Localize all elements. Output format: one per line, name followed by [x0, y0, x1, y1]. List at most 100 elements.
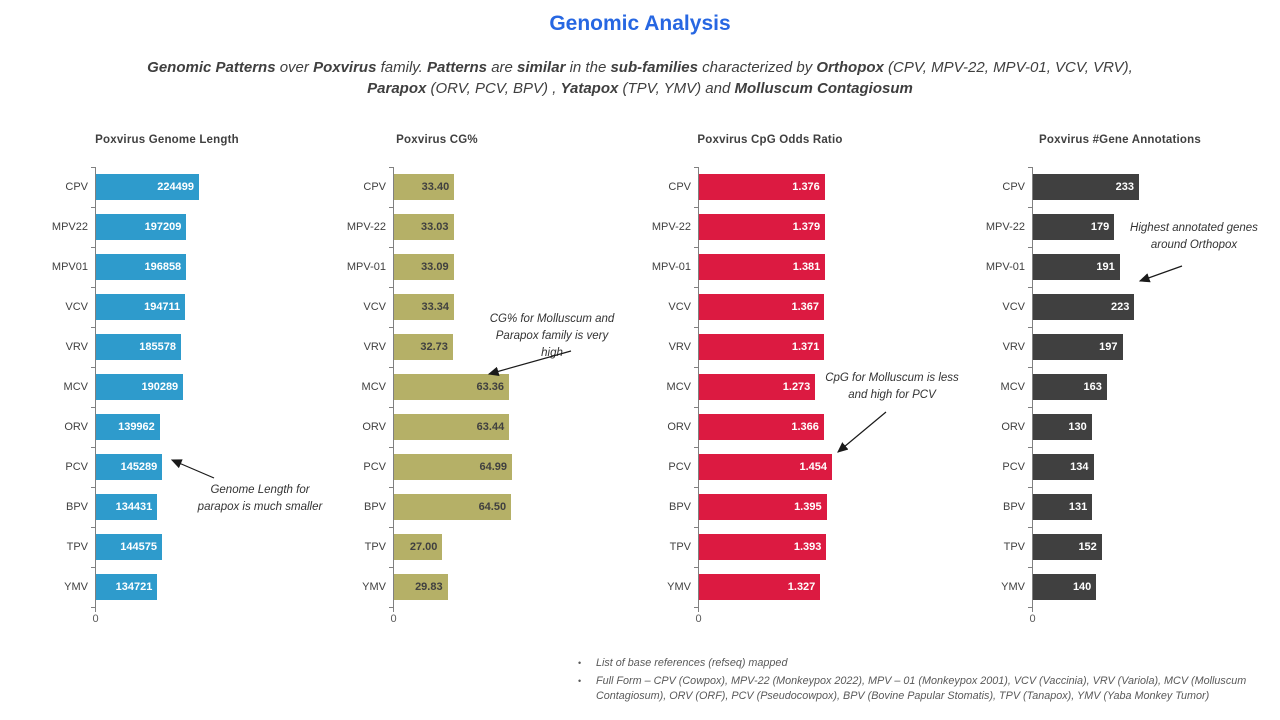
- bar: 223: [1032, 294, 1135, 320]
- chart-row: VCV 1.367: [642, 287, 882, 327]
- subtitle-bold-segment: sub-families: [610, 59, 698, 76]
- subtitle-bold-segment: Orthopox: [816, 59, 884, 76]
- chart-row: VCV 194711: [39, 287, 279, 327]
- chart-row: VCV 223: [976, 287, 1216, 327]
- category-label: TPV: [669, 541, 691, 553]
- category-label: MCV: [63, 381, 88, 393]
- category-label: BPV: [363, 501, 386, 513]
- chart-row: VRV 185578: [39, 327, 279, 367]
- bar-value-label: 190289: [141, 381, 179, 393]
- bar-track: 32.73: [393, 327, 577, 367]
- chart-row: PCV 145289: [39, 447, 279, 487]
- bar: 134: [1032, 454, 1094, 480]
- chart-row: TPV 144575: [39, 527, 279, 567]
- annotation-cg-percent: CG% for Molluscum and Parapox family is …: [489, 313, 615, 359]
- category-label: TPV: [66, 541, 88, 553]
- bar-value-label: 27.00: [409, 541, 438, 553]
- chart-row: PCV 134: [976, 447, 1216, 487]
- chart-row: MCV 1.273: [642, 367, 882, 407]
- bar-value-label: 194711: [144, 301, 181, 313]
- bar-value-label: 33.40: [421, 181, 450, 193]
- category-label: TPV: [364, 541, 386, 553]
- bar: 194711: [95, 294, 186, 320]
- bar-track: 64.99: [393, 447, 577, 487]
- bar: 1.376: [698, 174, 825, 200]
- subtitle-bold-segment: Molluscum Contagiosum: [734, 80, 913, 97]
- category-label: MPV-22: [346, 221, 386, 233]
- bar: 63.44: [393, 414, 510, 440]
- bar: 64.50: [393, 494, 512, 520]
- bar-value-label: 144575: [120, 541, 157, 553]
- chart-row: TPV 152: [976, 527, 1216, 567]
- bar: 152: [1032, 534, 1102, 560]
- bar: 139962: [95, 414, 160, 440]
- bar: 64.99: [393, 454, 512, 480]
- category-label: MCV: [361, 381, 386, 393]
- chart-row: MPV-22 179: [976, 207, 1216, 247]
- chart-title: Poxvirus #Gene Annotations: [1039, 134, 1201, 146]
- bar-value-label: 191: [1096, 261, 1115, 273]
- footnote-text: List of base references (refseq) mapped: [596, 657, 788, 669]
- category-label: PCV: [668, 461, 691, 473]
- category-label: ORV: [362, 421, 386, 433]
- bar-value-label: 134721: [115, 581, 153, 593]
- axis-tick: [694, 607, 699, 608]
- chart-row: ORV 63.44: [337, 407, 577, 447]
- category-label: MPV-01: [651, 261, 691, 273]
- bar: 140: [1032, 574, 1097, 600]
- bar-track: 1.381: [698, 247, 882, 287]
- bar-track: 27.00: [393, 527, 577, 567]
- bar-value-label: 145289: [120, 461, 158, 473]
- subtitle-segment: over: [275, 59, 314, 76]
- annotation-genome-length: Genome Length for parapox is much smalle…: [197, 484, 323, 513]
- bar-track: 130: [1032, 407, 1216, 447]
- bar: 1.395: [698, 494, 827, 520]
- category-label: YMV: [64, 581, 88, 593]
- bar-track: 1.393: [698, 527, 882, 567]
- bar-track: 223: [1032, 287, 1216, 327]
- bar-track: 63.36: [393, 367, 577, 407]
- bar: 33.09: [393, 254, 454, 280]
- bar: 131: [1032, 494, 1093, 520]
- chart-row: YMV 140: [976, 567, 1216, 607]
- category-label: BPV: [1002, 501, 1025, 513]
- category-label: VCV: [65, 301, 88, 313]
- bar: 191: [1032, 254, 1120, 280]
- bar-value-label: 33.34: [421, 301, 449, 313]
- bar-track: 197: [1032, 327, 1216, 367]
- bar: 33.40: [393, 174, 455, 200]
- footnote-text: Full Form – CPV (Cowpox), MPV-22 (Monkey…: [596, 674, 1247, 703]
- bar-track: 196858: [95, 247, 279, 287]
- bar-value-label: 134431: [115, 501, 153, 513]
- bar-value-label: 1.393: [793, 541, 822, 553]
- bar-track: 233: [1032, 167, 1216, 207]
- bar: 1.371: [698, 334, 825, 360]
- category-label: TPV: [1003, 541, 1025, 553]
- subtitle-bold-segment: Yatapox: [560, 80, 619, 97]
- bar-value-label: 185578: [139, 341, 176, 353]
- bar-track: 134: [1032, 447, 1216, 487]
- chart-title: Poxvirus CG%: [396, 134, 478, 146]
- bar-value-label: 233: [1115, 181, 1134, 193]
- axis-zero-label: 0: [92, 613, 99, 625]
- bar-track: 163: [1032, 367, 1216, 407]
- category-label: PCV: [363, 461, 386, 473]
- bar-track: 134721: [95, 567, 279, 607]
- chart-row: VCV 33.34: [337, 287, 577, 327]
- bar: 1.273: [698, 374, 816, 400]
- chart-title: Poxvirus Genome Length: [95, 134, 239, 146]
- bar-track: 33.09: [393, 247, 577, 287]
- category-label: VCV: [668, 301, 691, 313]
- bar-value-label: 1.381: [792, 261, 821, 273]
- chart-row: VRV 1.371: [642, 327, 882, 367]
- chart-row: TPV 1.393: [642, 527, 882, 567]
- subtitle-segment: family.: [376, 59, 427, 76]
- bar-track: 1.379: [698, 207, 882, 247]
- bar-value-label: 134: [1070, 461, 1089, 473]
- bar-value-label: 1.366: [791, 421, 819, 433]
- bar: 190289: [95, 374, 184, 400]
- category-label: VCV: [363, 301, 386, 313]
- category-label: CPV: [65, 181, 88, 193]
- chart-row: YMV 134721: [39, 567, 279, 607]
- chart-row: MCV 63.36: [337, 367, 577, 407]
